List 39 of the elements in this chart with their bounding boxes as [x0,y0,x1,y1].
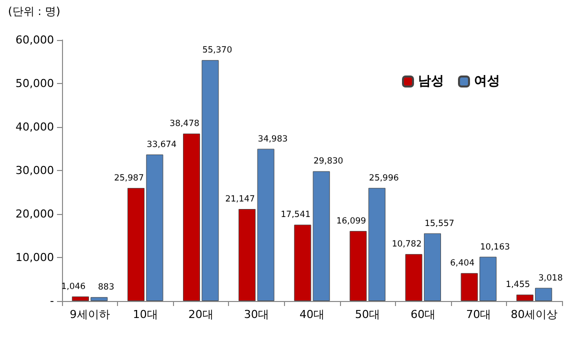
y-tick-label: - [50,294,54,308]
x-tick-label: 70대 [466,308,492,321]
y-tick-label: 60,000 [16,34,54,46]
data-label: 1,046 [61,282,86,292]
data-label: 25,996 [369,173,399,184]
bar [312,171,330,301]
data-label: 17,541 [280,210,311,220]
data-label: 38,478 [170,119,200,130]
data-label: 6,404 [450,258,474,269]
x-tick-label: 40대 [300,308,324,321]
data-label: 10,163 [480,242,510,252]
y-tick-label: 10,000 [16,251,54,264]
x-tick-label: 9세이하 [70,308,110,321]
y-tick-label: 40,000 [16,120,54,134]
data-label: 34,983 [258,134,288,144]
x-tick-label: 10대 [132,308,158,321]
data-label: 1,455 [506,280,530,290]
legend-label: 여성 [474,74,500,89]
data-label: 883 [98,282,114,293]
y-tick-label: 20,000 [16,208,54,220]
x-tick-label: 60대 [410,308,436,321]
data-label: 10,782 [392,240,422,250]
data-label: 16,099 [336,216,366,226]
x-tick-label: 80세이상 [510,308,558,321]
data-label: 3,018 [538,273,563,284]
data-label: 33,674 [146,140,177,150]
data-label: 21,147 [225,194,255,205]
data-label: 15,557 [424,218,454,229]
data-label: 29,830 [313,156,344,167]
x-tick-label: 20대 [188,308,214,321]
text: (단위 : 명) [8,5,60,18]
legend-label: 남성 [418,74,444,89]
data-label: 25,987 [114,173,144,184]
bar [294,224,312,301]
y-tick-label: 50,000 [16,77,54,90]
data-label: 55,370 [202,46,232,56]
x-tick-label: 30대 [244,308,269,321]
x-tick-label: 50대 [355,308,380,321]
y-tick-label: 30,000 [16,164,54,177]
